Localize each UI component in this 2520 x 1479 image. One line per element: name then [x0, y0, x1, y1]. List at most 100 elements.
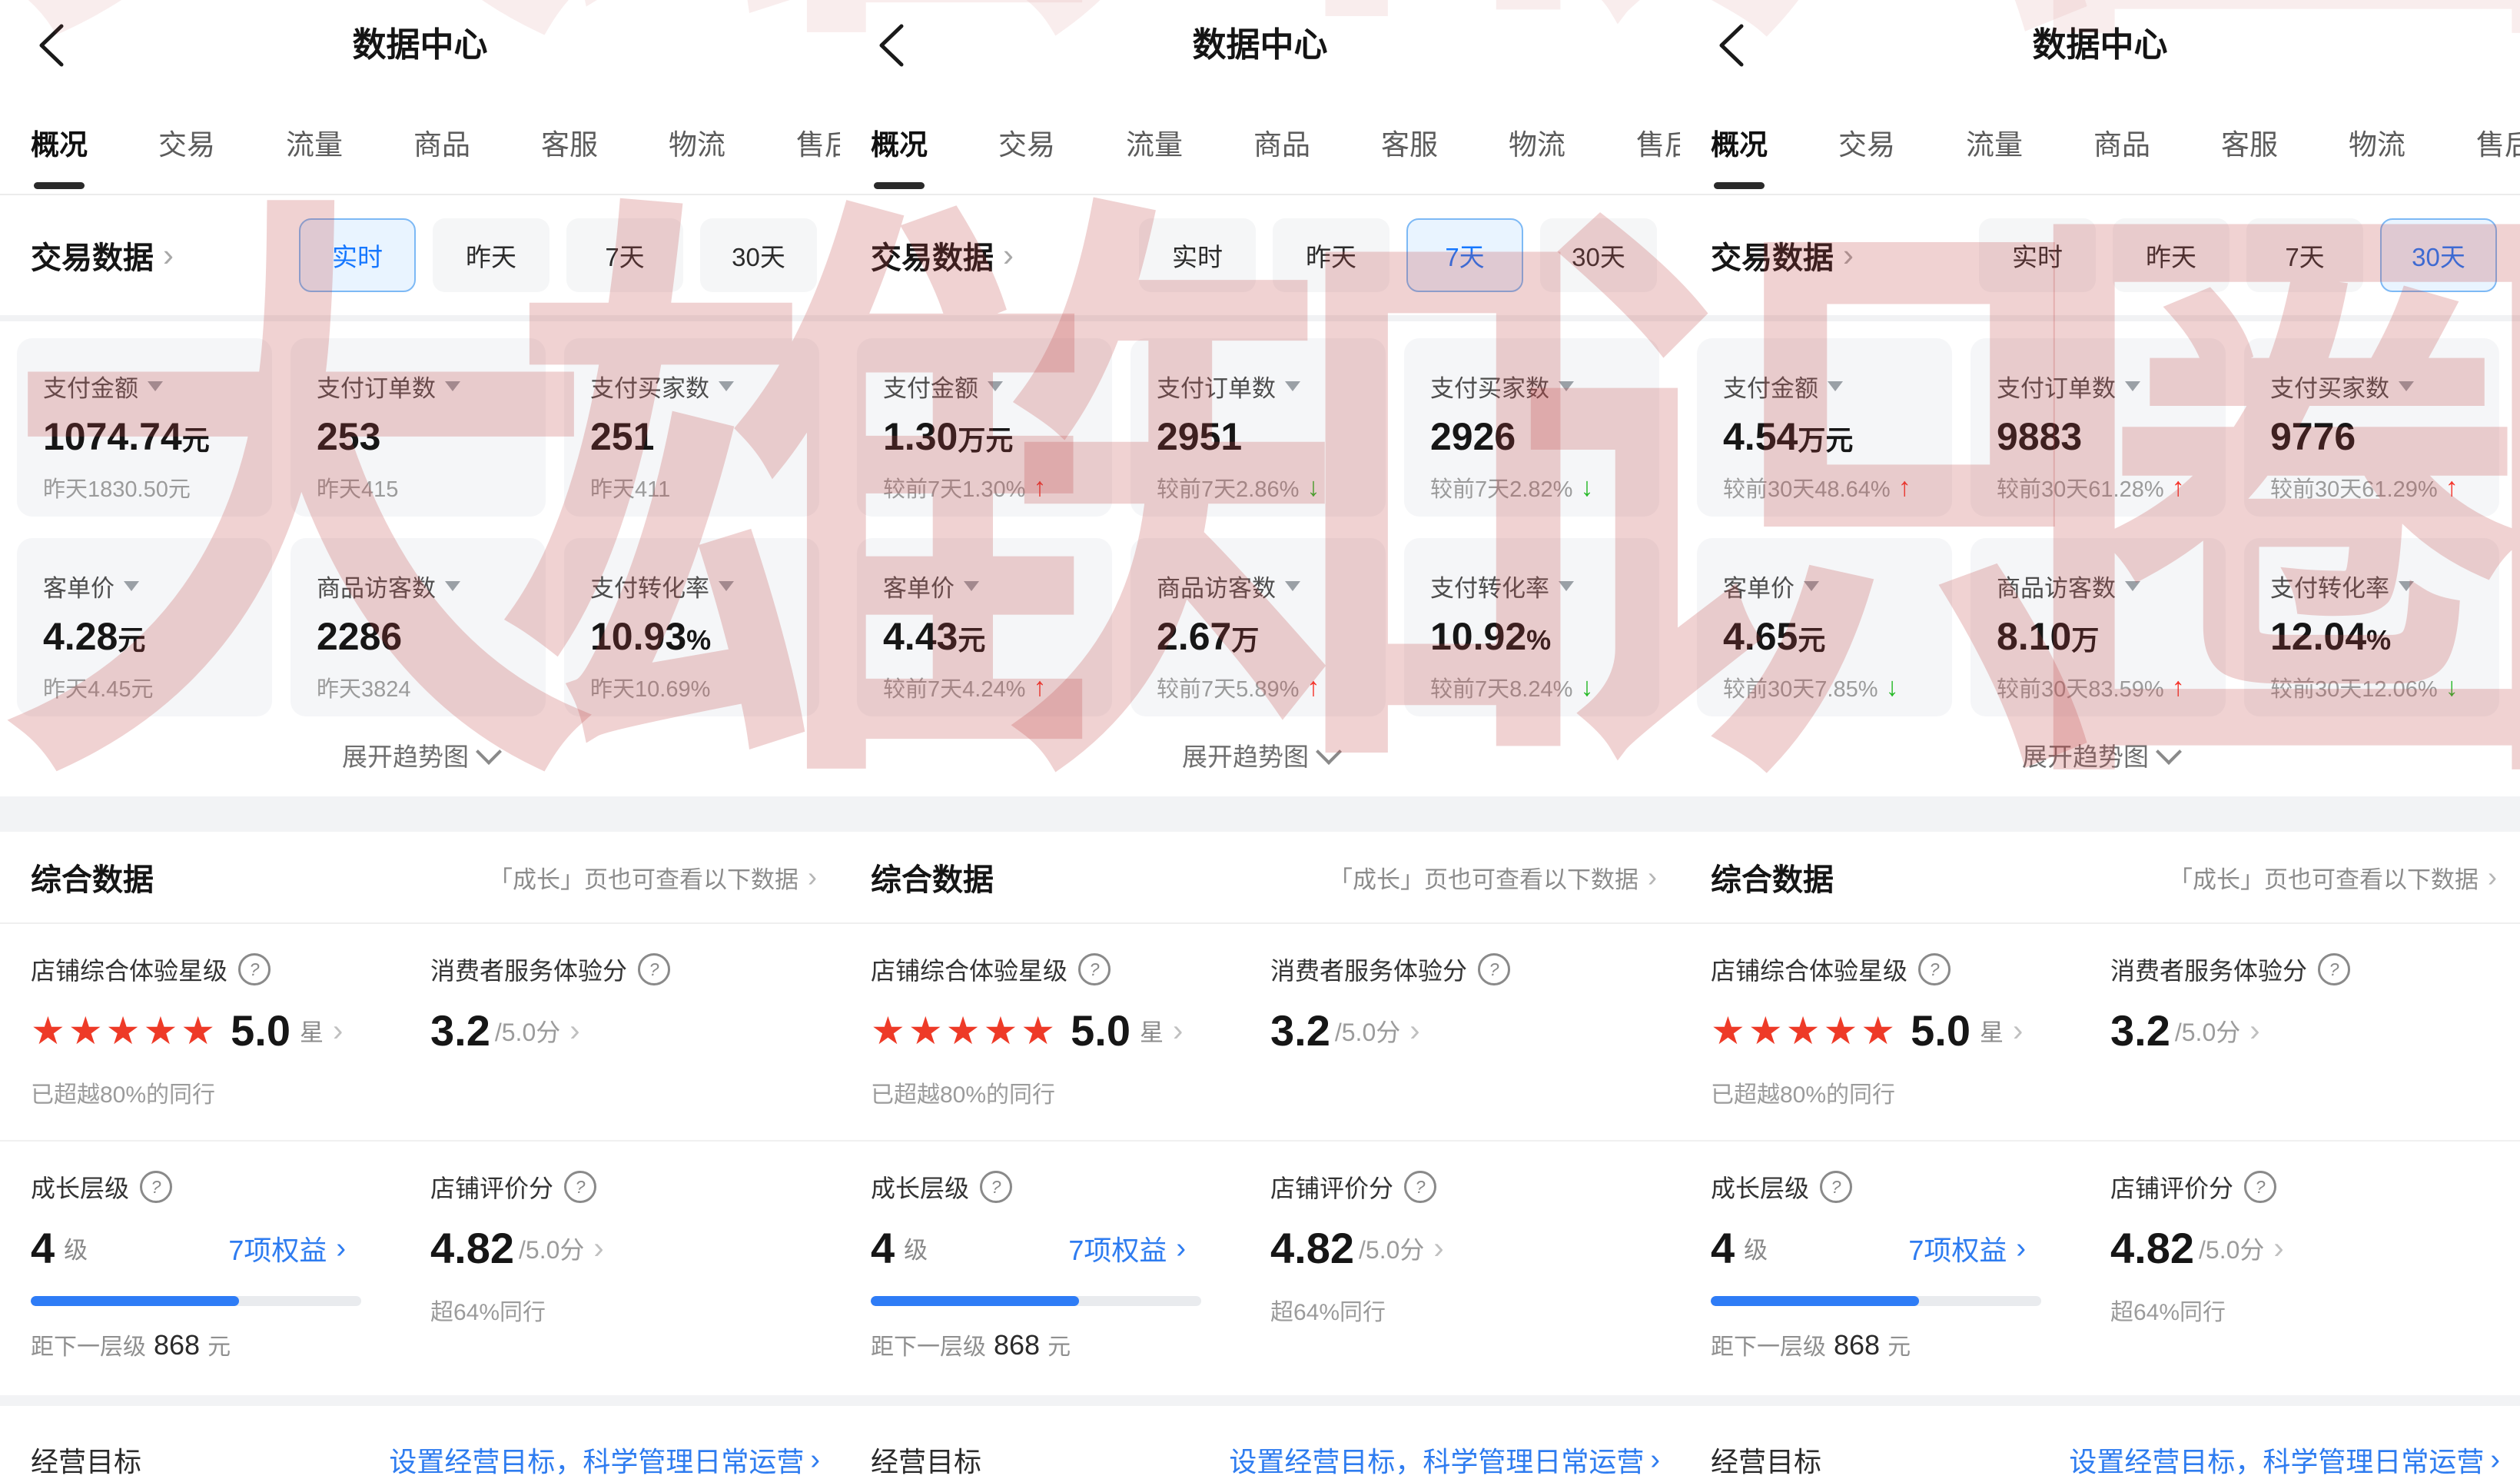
help-icon[interactable]: ? [1404, 1171, 1437, 1203]
metric-card[interactable]: 支付订单数 9883 较前30天61.28% ↑ [1971, 338, 2226, 517]
tab-6[interactable]: 售后 [796, 129, 840, 161]
time-filter-2-selected[interactable]: 7天 [1406, 218, 1523, 292]
back-icon[interactable] [1715, 23, 1746, 68]
tab-bar: 概况 交易 流量 商品 客服 物流 售后 [1680, 91, 2520, 195]
help-icon[interactable]: ? [1918, 953, 1951, 985]
time-filter-2[interactable]: 7天 [566, 218, 683, 292]
expand-trend-button[interactable]: 展开趋势图 [840, 716, 1680, 796]
metric-label: 支付买家数 [2270, 375, 2389, 402]
metric-label: 支付金额 [1723, 375, 1818, 402]
trade-section-title[interactable]: 交易数据 › [31, 237, 174, 276]
help-icon[interactable]: ? [1820, 1171, 1853, 1203]
metric-card[interactable]: 商品访客数 2286 昨天3824 [291, 538, 546, 716]
set-goal-link[interactable]: 设置经营目标，科学管理日常运营 › [2069, 1444, 2500, 1477]
help-icon[interactable]: ? [2318, 953, 2351, 985]
metric-card[interactable]: 客单价 4.65元 较前30天7.85% ↓ [1697, 538, 1952, 716]
tab-1[interactable]: 交易 [998, 129, 1055, 161]
store-experience-block[interactable]: 店铺综合体验星级 ? ★★★★★ 5.0 星 › 已超越80%的同行 [871, 952, 1270, 1109]
growth-page-link[interactable]: 「成长」页也可查看以下数据 › [489, 861, 817, 893]
store-experience-block[interactable]: 店铺综合体验星级 ? ★★★★★ 5.0 星 › 已超越80%的同行 [31, 952, 430, 1109]
set-goal-link[interactable]: 设置经营目标，科学管理日常运营 › [389, 1444, 820, 1477]
time-filter-3[interactable]: 30天 [1540, 218, 1657, 292]
service-score-block[interactable]: 消费者服务体验分 ? 3.2 /5.0分 › [430, 952, 671, 1109]
tab-3[interactable]: 商品 [2093, 129, 2150, 161]
metric-card[interactable]: 支付转化率 12.04% 较前30天12.06% ↓ [2244, 538, 2499, 716]
metric-card[interactable]: 支付买家数 2926 较前7天2.82% ↓ [1404, 338, 1659, 517]
tab-5[interactable]: 物流 [1509, 129, 1565, 161]
experience-row: 店铺综合体验星级 ? ★★★★★ 5.0 星 › 已超越80%的同行 消费者服务… [0, 924, 840, 1140]
tab-4[interactable]: 客服 [541, 129, 598, 161]
metric-cards: 支付金额 1.30万元 较前7天1.30% ↑ 支付订单数 2951 较前7天2.86% ↓ 支… [840, 321, 1680, 716]
time-filter-1[interactable]: 昨天 [433, 218, 549, 292]
metric-card[interactable]: 支付转化率 10.92% 较前7天8.24% ↓ [1404, 538, 1659, 716]
back-icon[interactable] [875, 23, 906, 68]
store-rating-block[interactable]: 店铺评价分 ? 4.82 /5.0分 › 超64%同行 [430, 1169, 604, 1361]
tab-3[interactable]: 商品 [1253, 129, 1310, 161]
tab-1[interactable]: 交易 [158, 129, 215, 161]
help-icon[interactable]: ? [980, 1171, 1013, 1203]
time-filter-1[interactable]: 昨天 [1273, 218, 1389, 292]
service-score-block[interactable]: 消费者服务体验分 ? 3.2 /5.0分 › [2110, 952, 2351, 1109]
metric-card[interactable]: 支付订单数 2951 较前7天2.86% ↓ [1131, 338, 1386, 517]
benefits-link[interactable]: 7项权益 › [1068, 1231, 1186, 1266]
metric-card[interactable]: 客单价 4.43元 较前7天4.24% ↑ [857, 538, 1112, 716]
help-icon[interactable]: ? [1078, 953, 1111, 985]
service-score-block[interactable]: 消费者服务体验分 ? 3.2 /5.0分 › [1270, 952, 1511, 1109]
metric-card[interactable]: 支付转化率 10.93% 昨天10.69% [564, 538, 819, 716]
tab-5[interactable]: 物流 [2349, 129, 2405, 161]
time-filter-0[interactable]: 实时 [1979, 218, 2096, 292]
store-experience-block[interactable]: 店铺综合体验星级 ? ★★★★★ 5.0 星 › 已超越80%的同行 [1711, 952, 2110, 1109]
tab-2[interactable]: 流量 [286, 129, 343, 161]
tab-6[interactable]: 售后 [1636, 129, 1680, 161]
metric-card[interactable]: 客单价 4.28元 昨天4.45元 [17, 538, 272, 716]
metric-card[interactable]: 支付订单数 253 昨天415 [291, 338, 546, 517]
metric-card[interactable]: 支付买家数 251 昨天411 [564, 338, 819, 517]
time-filter-0-selected[interactable]: 实时 [299, 218, 416, 292]
help-icon[interactable]: ? [638, 953, 671, 985]
help-icon[interactable]: ? [1478, 953, 1511, 985]
help-icon[interactable]: ? [2244, 1171, 2277, 1203]
summary-section-header: 综合数据 「成长」页也可查看以下数据 › [0, 832, 840, 924]
metric-card[interactable]: 商品访客数 2.67万 较前7天5.89% ↑ [1131, 538, 1386, 716]
back-icon[interactable] [35, 23, 66, 68]
chevron-right-icon: › [336, 1231, 346, 1265]
trade-section-title[interactable]: 交易数据 › [1711, 237, 1854, 276]
metric-card[interactable]: 支付买家数 9776 较前30天61.29% ↑ [2244, 338, 2499, 517]
help-icon[interactable]: ? [564, 1171, 597, 1203]
tab-0[interactable]: 概况 [1711, 91, 1768, 194]
tab-4[interactable]: 客服 [2221, 129, 2278, 161]
metric-card[interactable]: 支付金额 1.30万元 较前7天1.30% ↑ [857, 338, 1112, 517]
time-filter-3-selected[interactable]: 30天 [2380, 218, 2497, 292]
help-icon[interactable]: ? [238, 953, 271, 985]
metric-card[interactable]: 支付金额 1074.74元 昨天1830.50元 [17, 338, 272, 517]
expand-trend-button[interactable]: 展开趋势图 [0, 716, 840, 796]
metric-card[interactable]: 支付金额 4.54万元 较前30天48.64% ↑ [1697, 338, 1952, 517]
section-divider-band [840, 796, 1680, 832]
tab-3[interactable]: 商品 [413, 129, 470, 161]
tab-4[interactable]: 客服 [1381, 129, 1438, 161]
set-goal-link[interactable]: 设置经营目标，科学管理日常运营 › [1229, 1444, 1660, 1477]
expand-trend-button[interactable]: 展开趋势图 [1680, 716, 2520, 796]
benefits-link[interactable]: 7项权益 › [1908, 1231, 2026, 1266]
time-filter-0[interactable]: 实时 [1139, 218, 1256, 292]
metric-card[interactable]: 商品访客数 8.10万 较前30天83.59% ↑ [1971, 538, 2226, 716]
trade-section-title[interactable]: 交易数据 › [871, 237, 1014, 276]
store-rating-block[interactable]: 店铺评价分 ? 4.82 /5.0分 › 超64%同行 [2110, 1169, 2284, 1361]
growth-page-link[interactable]: 「成长」页也可查看以下数据 › [2169, 861, 2497, 893]
tab-1[interactable]: 交易 [1838, 129, 1895, 161]
tab-6[interactable]: 售后 [2476, 129, 2520, 161]
tab-0[interactable]: 概况 [871, 91, 928, 194]
time-filter-3[interactable]: 30天 [700, 218, 817, 292]
help-icon[interactable]: ? [140, 1171, 173, 1203]
benefits-link[interactable]: 7项权益 › [228, 1231, 346, 1266]
tab-2[interactable]: 流量 [1966, 129, 2023, 161]
growth-page-link[interactable]: 「成长」页也可查看以下数据 › [1329, 861, 1657, 893]
store-rating-block[interactable]: 店铺评价分 ? 4.82 /5.0分 › 超64%同行 [1270, 1169, 1444, 1361]
tab-2[interactable]: 流量 [1126, 129, 1183, 161]
time-filter-2[interactable]: 7天 [2246, 218, 2363, 292]
peer-comparison-note: 已超越80%的同行 [31, 1082, 216, 1108]
time-filter-1[interactable]: 昨天 [2113, 218, 2229, 292]
tab-5[interactable]: 物流 [669, 129, 725, 161]
tab-0[interactable]: 概况 [31, 91, 88, 194]
